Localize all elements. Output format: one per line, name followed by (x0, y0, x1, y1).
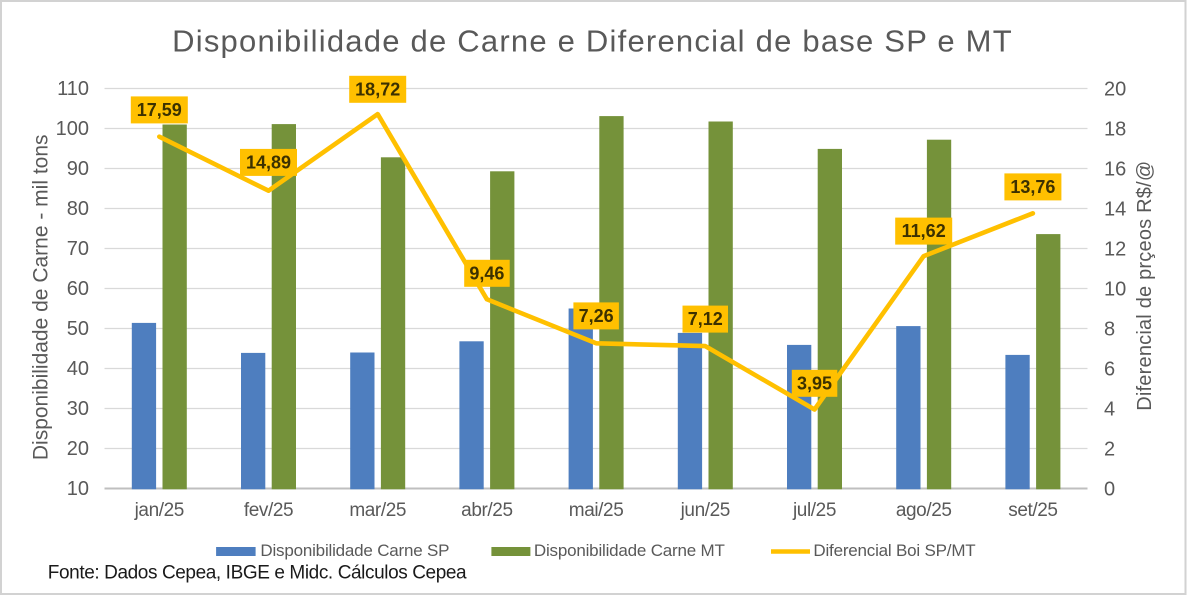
svg-text:ago/25: ago/25 (896, 500, 952, 521)
svg-text:Diferencial de prçeos R$/@: Diferencial de prçeos R$/@ (1134, 161, 1156, 411)
svg-text:70: 70 (67, 238, 89, 260)
svg-text:12: 12 (1104, 239, 1126, 261)
svg-text:jul/25: jul/25 (792, 500, 836, 521)
svg-text:Fonte: Dados Cepea, IBGE e Mid: Fonte: Dados Cepea, IBGE e Midc. Cálculo… (48, 563, 467, 584)
svg-text:90: 90 (67, 158, 89, 180)
svg-text:20: 20 (1104, 79, 1126, 101)
svg-text:50: 50 (67, 318, 89, 340)
svg-text:80: 80 (67, 198, 89, 220)
svg-text:3,95: 3,95 (797, 373, 832, 393)
svg-text:7,12: 7,12 (688, 309, 723, 329)
svg-text:14,89: 14,89 (246, 152, 291, 172)
svg-text:100: 100 (56, 118, 89, 140)
svg-text:30: 30 (67, 398, 89, 420)
svg-text:13,76: 13,76 (1010, 177, 1055, 197)
svg-text:jun/25: jun/25 (680, 500, 730, 521)
svg-text:mar/25: mar/25 (349, 500, 406, 521)
svg-text:11,62: 11,62 (902, 221, 946, 241)
svg-text:2: 2 (1104, 439, 1115, 461)
svg-text:18: 18 (1104, 119, 1126, 141)
svg-text:mai/25: mai/25 (569, 500, 624, 521)
svg-text:20: 20 (67, 438, 89, 460)
svg-text:8: 8 (1104, 319, 1115, 341)
svg-text:16: 16 (1104, 159, 1126, 181)
svg-text:10: 10 (67, 478, 89, 500)
svg-text:Disponibilidade de Carne e Dif: Disponibilidade de Carne e Diferencial d… (172, 24, 1013, 59)
svg-text:40: 40 (67, 358, 89, 380)
svg-text:4: 4 (1104, 399, 1115, 421)
svg-text:jan/25: jan/25 (134, 500, 184, 521)
svg-text:7,26: 7,26 (579, 306, 614, 326)
svg-text:110: 110 (57, 78, 89, 100)
svg-text:6: 6 (1104, 359, 1115, 381)
svg-text:fev/25: fev/25 (244, 500, 293, 521)
svg-text:set/25: set/25 (1008, 500, 1057, 521)
svg-text:18,72: 18,72 (355, 79, 400, 99)
svg-text:Disponibilidade Carne SP: Disponibilidade Carne SP (260, 541, 449, 560)
svg-text:10: 10 (1104, 279, 1126, 301)
svg-text:17,59: 17,59 (137, 100, 182, 120)
svg-text:Diferencial Boi SP/MT: Diferencial Boi SP/MT (813, 541, 975, 560)
svg-text:0: 0 (1104, 479, 1115, 501)
svg-text:Disponibilidade Carne MT: Disponibilidade Carne MT (534, 541, 725, 560)
svg-text:Disponibilidade de Carne - mil: Disponibilidade de Carne - mil tons (30, 134, 53, 460)
svg-text:abr/25: abr/25 (461, 500, 512, 521)
svg-text:9,46: 9,46 (469, 263, 504, 283)
svg-text:60: 60 (67, 278, 89, 300)
svg-text:14: 14 (1104, 199, 1126, 221)
